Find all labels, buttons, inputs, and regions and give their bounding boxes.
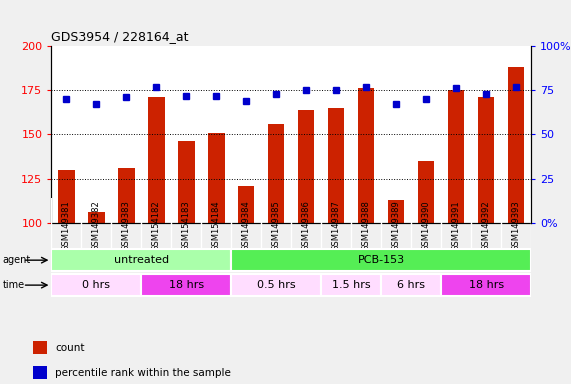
Bar xyxy=(231,249,531,271)
Text: 1.5 hrs: 1.5 hrs xyxy=(332,280,371,290)
Text: agent: agent xyxy=(3,255,31,265)
Text: 18 hrs: 18 hrs xyxy=(468,280,504,290)
Bar xyxy=(418,161,435,223)
Bar xyxy=(238,185,255,223)
Text: 6 hrs: 6 hrs xyxy=(397,280,425,290)
Bar xyxy=(178,141,195,223)
Text: GSM149386: GSM149386 xyxy=(301,200,311,251)
Text: 0 hrs: 0 hrs xyxy=(82,280,110,290)
Text: PCB-153: PCB-153 xyxy=(357,255,405,265)
Bar xyxy=(298,110,315,223)
Text: GSM149387: GSM149387 xyxy=(332,200,341,251)
Text: GSM149390: GSM149390 xyxy=(421,200,431,251)
Text: GSM154182: GSM154182 xyxy=(152,200,161,251)
Bar xyxy=(142,274,231,296)
Bar xyxy=(448,90,464,223)
Bar xyxy=(208,132,224,223)
Bar xyxy=(441,274,531,296)
Text: GDS3954 / 228164_at: GDS3954 / 228164_at xyxy=(51,30,189,43)
Text: GSM149385: GSM149385 xyxy=(272,200,281,251)
Text: GSM149389: GSM149389 xyxy=(392,200,401,251)
Text: GSM149383: GSM149383 xyxy=(122,200,131,251)
Text: GSM149382: GSM149382 xyxy=(92,200,101,251)
Text: 18 hrs: 18 hrs xyxy=(168,280,204,290)
Text: untreated: untreated xyxy=(114,255,169,265)
Bar xyxy=(328,108,344,223)
Bar xyxy=(88,212,104,223)
Text: GSM154183: GSM154183 xyxy=(182,200,191,251)
Bar xyxy=(381,274,441,296)
Bar xyxy=(33,366,47,379)
Text: GSM149384: GSM149384 xyxy=(242,200,251,251)
Bar xyxy=(388,200,404,223)
Bar xyxy=(148,97,164,223)
Text: GSM154184: GSM154184 xyxy=(212,200,221,251)
Text: GSM149388: GSM149388 xyxy=(361,200,371,251)
Bar xyxy=(33,341,47,354)
Bar xyxy=(321,274,381,296)
Text: GSM149381: GSM149381 xyxy=(62,200,71,251)
Bar xyxy=(51,274,142,296)
Bar xyxy=(58,170,75,223)
Text: count: count xyxy=(55,343,85,353)
Bar xyxy=(118,168,135,223)
Text: GSM149391: GSM149391 xyxy=(452,200,461,251)
Bar xyxy=(231,274,321,296)
Bar xyxy=(478,97,494,223)
Text: 0.5 hrs: 0.5 hrs xyxy=(257,280,296,290)
Text: percentile rank within the sample: percentile rank within the sample xyxy=(55,368,231,378)
Text: time: time xyxy=(3,280,25,290)
Bar xyxy=(268,124,284,223)
Bar xyxy=(508,67,524,223)
Text: GSM149393: GSM149393 xyxy=(512,200,521,251)
Text: GSM149392: GSM149392 xyxy=(481,200,490,251)
Bar xyxy=(358,88,375,223)
Bar xyxy=(51,249,231,271)
